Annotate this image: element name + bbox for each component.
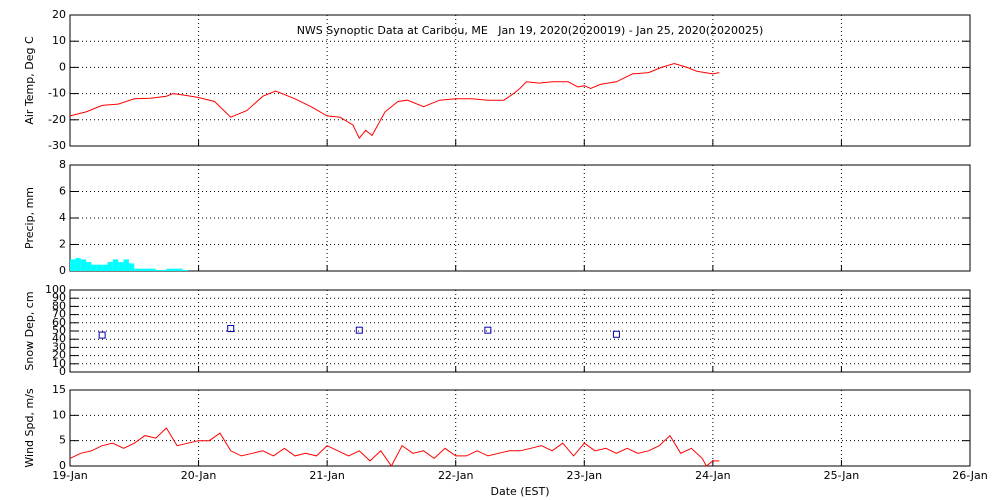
y-tick-label: 10 [52, 408, 66, 421]
bar [118, 262, 124, 271]
data-line [69, 427, 720, 467]
x-tick-label: 23-Jan [567, 469, 603, 482]
y-tick-label: -20 [48, 113, 66, 126]
plot-frame [69, 164, 971, 272]
y-tick-label: 30 [52, 340, 66, 353]
y-tick-label: 6 [59, 185, 66, 198]
bar [112, 259, 119, 271]
y-tick-label: -10 [48, 87, 66, 100]
bar [86, 262, 92, 271]
y-tick-label: 50 [52, 324, 66, 337]
point [484, 326, 492, 334]
y-tick-label: 0 [59, 365, 66, 378]
y-tick-label: 15 [52, 383, 66, 396]
y-tick-label: 2 [59, 238, 66, 251]
plot-frame [69, 14, 971, 147]
x-tick-label: 21-Jan [309, 469, 345, 482]
y-tick-label: 0 [59, 264, 66, 277]
bar [96, 264, 103, 271]
bar [70, 259, 76, 271]
y-tick-label: 60 [52, 316, 66, 329]
bar [182, 270, 188, 271]
bar [91, 264, 97, 271]
x-tick-label: 20-Jan [181, 469, 217, 482]
bar [166, 268, 172, 271]
bar [177, 268, 183, 271]
y-tick-label: 0 [59, 459, 66, 472]
y-axis-label: Air Temp, Deg C [23, 36, 36, 125]
plot-frame [69, 389, 971, 467]
x-tick-label: 25-Jan [824, 469, 860, 482]
y-tick-label: 20 [52, 349, 66, 362]
y-tick-label: 10 [52, 357, 66, 370]
x-tick-label: 24-Jan [695, 469, 731, 482]
bar [171, 268, 178, 271]
y-axis-label: Wind Spd, m/s [23, 388, 36, 468]
data-line [69, 62, 720, 140]
bar [161, 270, 167, 271]
chart-title: NWS Synoptic Data at Caribou, ME Jan 19,… [297, 24, 764, 37]
plot-frame [69, 289, 971, 373]
y-tick-label: 40 [52, 332, 66, 345]
y-tick-label: 20 [52, 8, 66, 21]
bar [123, 259, 129, 271]
bar [134, 268, 140, 271]
point [355, 326, 363, 334]
y-tick-label: 90 [52, 291, 66, 304]
bar [102, 264, 108, 271]
y-tick-label: -30 [48, 139, 66, 152]
x-tick-label: 19-Jan [52, 469, 88, 482]
bar [150, 268, 156, 271]
x-tick-label: 22-Jan [438, 469, 474, 482]
y-tick-label: 0 [59, 60, 66, 73]
y-tick-label: 5 [59, 434, 66, 447]
x-tick-label: 26-Jan [952, 469, 988, 482]
y-tick-label: 70 [52, 308, 66, 321]
point [612, 330, 620, 338]
y-tick-label: 4 [59, 211, 66, 224]
bar [75, 258, 81, 271]
y-tick-label: 80 [52, 299, 66, 312]
bar [139, 268, 145, 271]
point [98, 331, 106, 339]
y-axis-label: Snow Dep, cm [23, 291, 36, 370]
bar [128, 263, 135, 271]
y-tick-label: 100 [45, 283, 66, 296]
bar [144, 268, 151, 271]
bar [107, 262, 113, 271]
y-tick-label: 8 [59, 158, 66, 171]
bar [80, 259, 87, 271]
bar [155, 270, 162, 271]
y-axis-label: Precip, mm [23, 187, 36, 249]
y-tick-label: 10 [52, 34, 66, 47]
point [227, 325, 235, 333]
x-axis-label: Date (EST) [490, 485, 549, 498]
